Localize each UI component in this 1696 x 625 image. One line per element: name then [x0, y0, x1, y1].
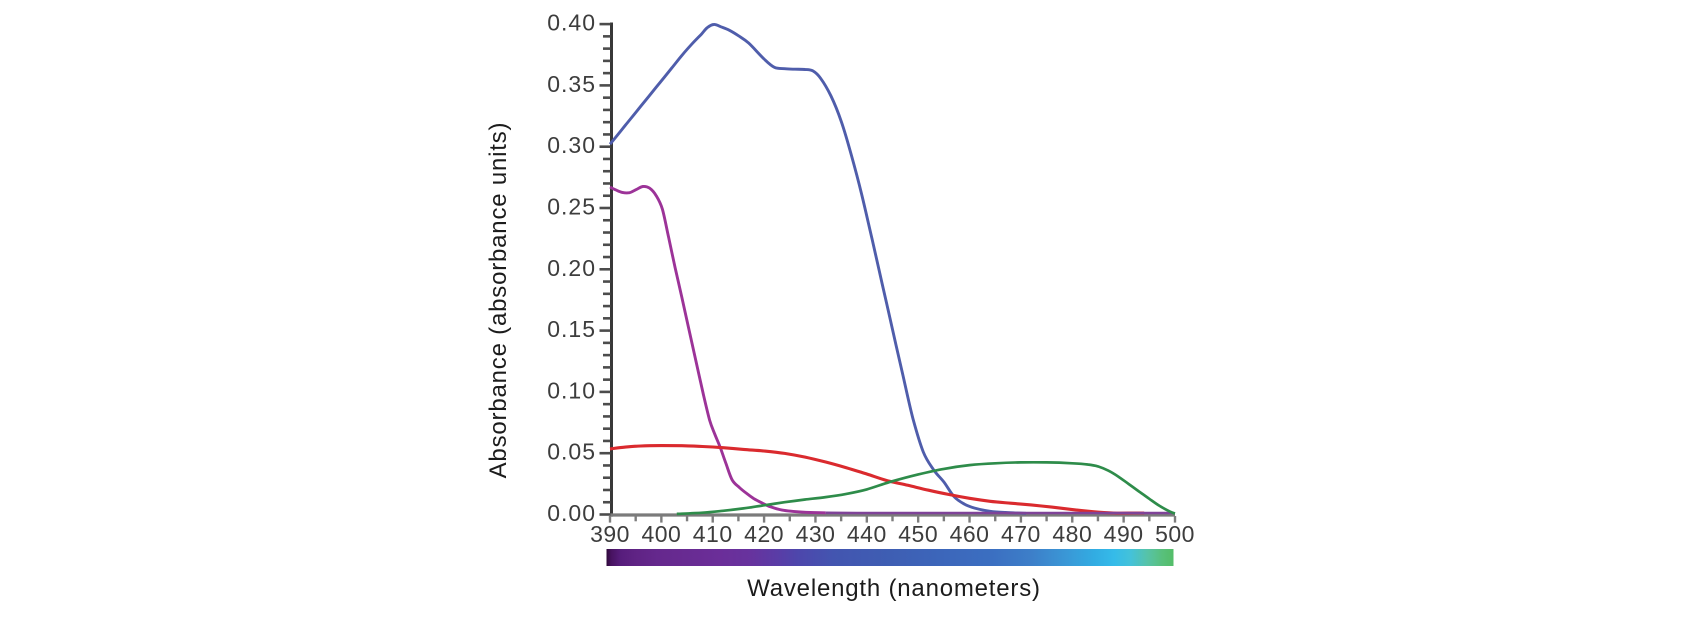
svg-text:0.20: 0.20 [547, 255, 596, 281]
svg-text:440: 440 [847, 521, 887, 547]
svg-text:0.15: 0.15 [547, 316, 596, 342]
svg-text:0.35: 0.35 [547, 71, 596, 97]
svg-text:410: 410 [693, 521, 733, 547]
svg-text:390: 390 [590, 521, 630, 547]
svg-text:470: 470 [1001, 521, 1041, 547]
svg-text:500: 500 [1155, 521, 1195, 547]
svg-text:490: 490 [1104, 521, 1144, 547]
svg-text:0.30: 0.30 [547, 132, 596, 158]
svg-text:480: 480 [1052, 521, 1092, 547]
svg-text:430: 430 [796, 521, 836, 547]
svg-text:0.25: 0.25 [547, 194, 596, 220]
svg-text:0.05: 0.05 [547, 439, 596, 465]
svg-text:Wavelength (nanometers): Wavelength (nanometers) [747, 575, 1041, 602]
svg-text:Absorbance (absorbance units): Absorbance (absorbance units) [485, 122, 512, 479]
svg-text:450: 450 [898, 521, 938, 547]
svg-text:460: 460 [950, 521, 990, 547]
svg-text:420: 420 [744, 521, 784, 547]
svg-text:400: 400 [641, 521, 681, 547]
svg-text:0.00: 0.00 [547, 500, 596, 526]
svg-text:0.40: 0.40 [547, 10, 596, 36]
svg-text:0.10: 0.10 [547, 377, 596, 403]
